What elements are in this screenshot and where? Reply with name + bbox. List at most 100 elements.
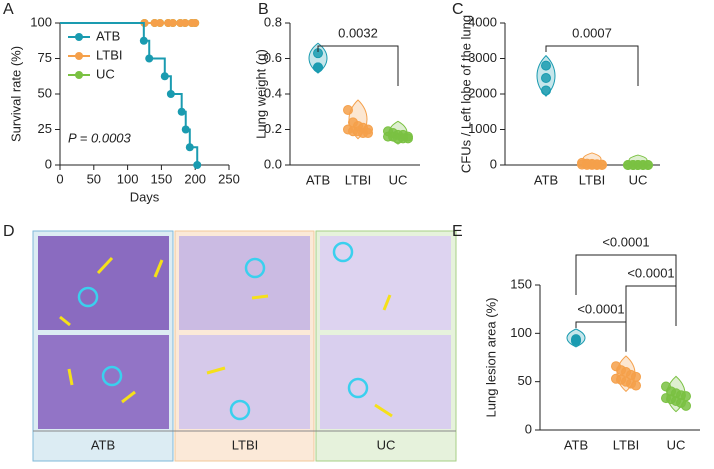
p-value: <0.0001 xyxy=(627,265,674,280)
comparison-bracket xyxy=(545,45,639,86)
step-segment xyxy=(149,57,166,77)
x-tick-label: 150 xyxy=(151,171,173,186)
x-tick-label: UC xyxy=(629,172,648,187)
arrow xyxy=(153,259,164,278)
micrograph xyxy=(38,236,169,330)
y-tick-label: 25 xyxy=(38,121,52,136)
x-tick-label: 200 xyxy=(184,171,206,186)
data-point xyxy=(313,62,323,73)
x-tick-label: LTBI xyxy=(579,172,606,187)
arrow xyxy=(206,366,226,375)
x-tick-label: LTBI xyxy=(345,172,372,187)
y-tick-label: 0.2 xyxy=(264,121,282,136)
y-axis-label: Lung weight (g) xyxy=(253,49,268,139)
data-point xyxy=(343,104,353,115)
legend-label: UC xyxy=(96,66,115,81)
micrograph xyxy=(38,335,169,429)
data-point xyxy=(181,125,190,134)
data-point xyxy=(681,400,691,411)
y-axis-label: Lung lesion area (%) xyxy=(483,298,498,418)
y-axis-label: CFUs / Left lobe of the lung xyxy=(458,15,473,173)
legend-label: LTBI xyxy=(96,47,123,62)
arrow xyxy=(251,294,269,300)
panel-letter: D xyxy=(3,223,15,240)
arrow xyxy=(67,368,74,386)
comparison-bracket xyxy=(625,285,677,326)
data-point xyxy=(177,107,186,116)
highlight-circle xyxy=(244,257,266,279)
micrograph xyxy=(179,236,310,330)
group-label: ATB xyxy=(91,437,115,452)
panel-letter: E xyxy=(452,223,463,240)
y-tick-label: 0.0 xyxy=(264,156,282,171)
y-tick-label: 0 xyxy=(45,156,52,171)
arrow xyxy=(382,294,392,311)
data-point xyxy=(631,380,641,391)
data-point xyxy=(193,161,202,169)
data-point xyxy=(139,36,148,45)
x-tick-label: ATB xyxy=(306,172,330,187)
legend-label: ATB xyxy=(96,28,120,43)
comparison-bracket xyxy=(317,45,399,86)
y-tick-label: 2000 xyxy=(468,85,497,100)
y-tick-label: 0.6 xyxy=(264,50,282,65)
data-point xyxy=(541,73,551,84)
panel-letter: A xyxy=(3,1,14,18)
y-tick-label: 50 xyxy=(38,85,52,100)
legend-marker xyxy=(75,52,83,60)
y-tick-label: 3000 xyxy=(468,50,497,65)
y-tick-label: 50 xyxy=(518,373,532,388)
data-point xyxy=(541,60,551,71)
x-tick-label: 100 xyxy=(117,171,139,186)
data-point xyxy=(363,128,373,139)
highlight-circle xyxy=(229,399,251,421)
micrograph xyxy=(320,236,451,330)
data-point xyxy=(168,19,177,27)
micrograph xyxy=(179,335,310,429)
panel-letter: C xyxy=(452,1,464,18)
group-label: UC xyxy=(377,437,396,452)
x-tick-label: LTBI xyxy=(613,437,640,452)
annotation: P = 0.0003 xyxy=(68,130,132,145)
y-tick-label: 0.4 xyxy=(264,85,282,100)
comparison-bracket xyxy=(575,321,627,352)
y-tick-label: 4000 xyxy=(468,14,497,29)
p-value: <0.0001 xyxy=(602,234,649,249)
data-point xyxy=(597,160,607,170)
p-value: 0.0007 xyxy=(572,25,612,40)
data-point xyxy=(681,391,691,402)
highlight-circle xyxy=(77,286,99,308)
legend-marker xyxy=(75,71,83,79)
arrow xyxy=(96,256,114,275)
data-point xyxy=(541,85,551,96)
data-point xyxy=(145,54,154,63)
step-segment xyxy=(60,22,145,41)
x-tick-label: 250 xyxy=(218,171,240,186)
comparison-bracket xyxy=(575,254,677,295)
y-tick-label: 75 xyxy=(38,50,52,65)
arrow xyxy=(121,390,136,404)
data-point xyxy=(181,19,190,27)
micrograph xyxy=(320,335,451,429)
x-tick-label: UC xyxy=(667,437,686,452)
arrow xyxy=(59,315,71,327)
x-axis-label: Days xyxy=(130,189,160,204)
y-tick-label: 0.8 xyxy=(264,14,282,29)
y-tick-label: 0 xyxy=(490,156,497,171)
y-tick-label: 0 xyxy=(525,421,532,436)
group-label: LTBI xyxy=(232,437,259,452)
x-tick-label: 50 xyxy=(87,171,101,186)
arrow xyxy=(374,403,393,418)
p-value: <0.0001 xyxy=(577,301,624,316)
x-tick-label: ATB xyxy=(534,172,558,187)
y-tick-label: 1000 xyxy=(468,121,497,136)
data-point xyxy=(160,72,169,81)
data-point xyxy=(166,90,175,98)
data-point xyxy=(185,143,194,152)
data-point xyxy=(571,336,581,347)
data-point xyxy=(403,133,413,144)
x-tick-label: ATB xyxy=(564,437,588,452)
highlight-circle xyxy=(332,241,354,263)
y-tick-label: 100 xyxy=(510,325,532,340)
highlight-circle xyxy=(347,377,369,399)
